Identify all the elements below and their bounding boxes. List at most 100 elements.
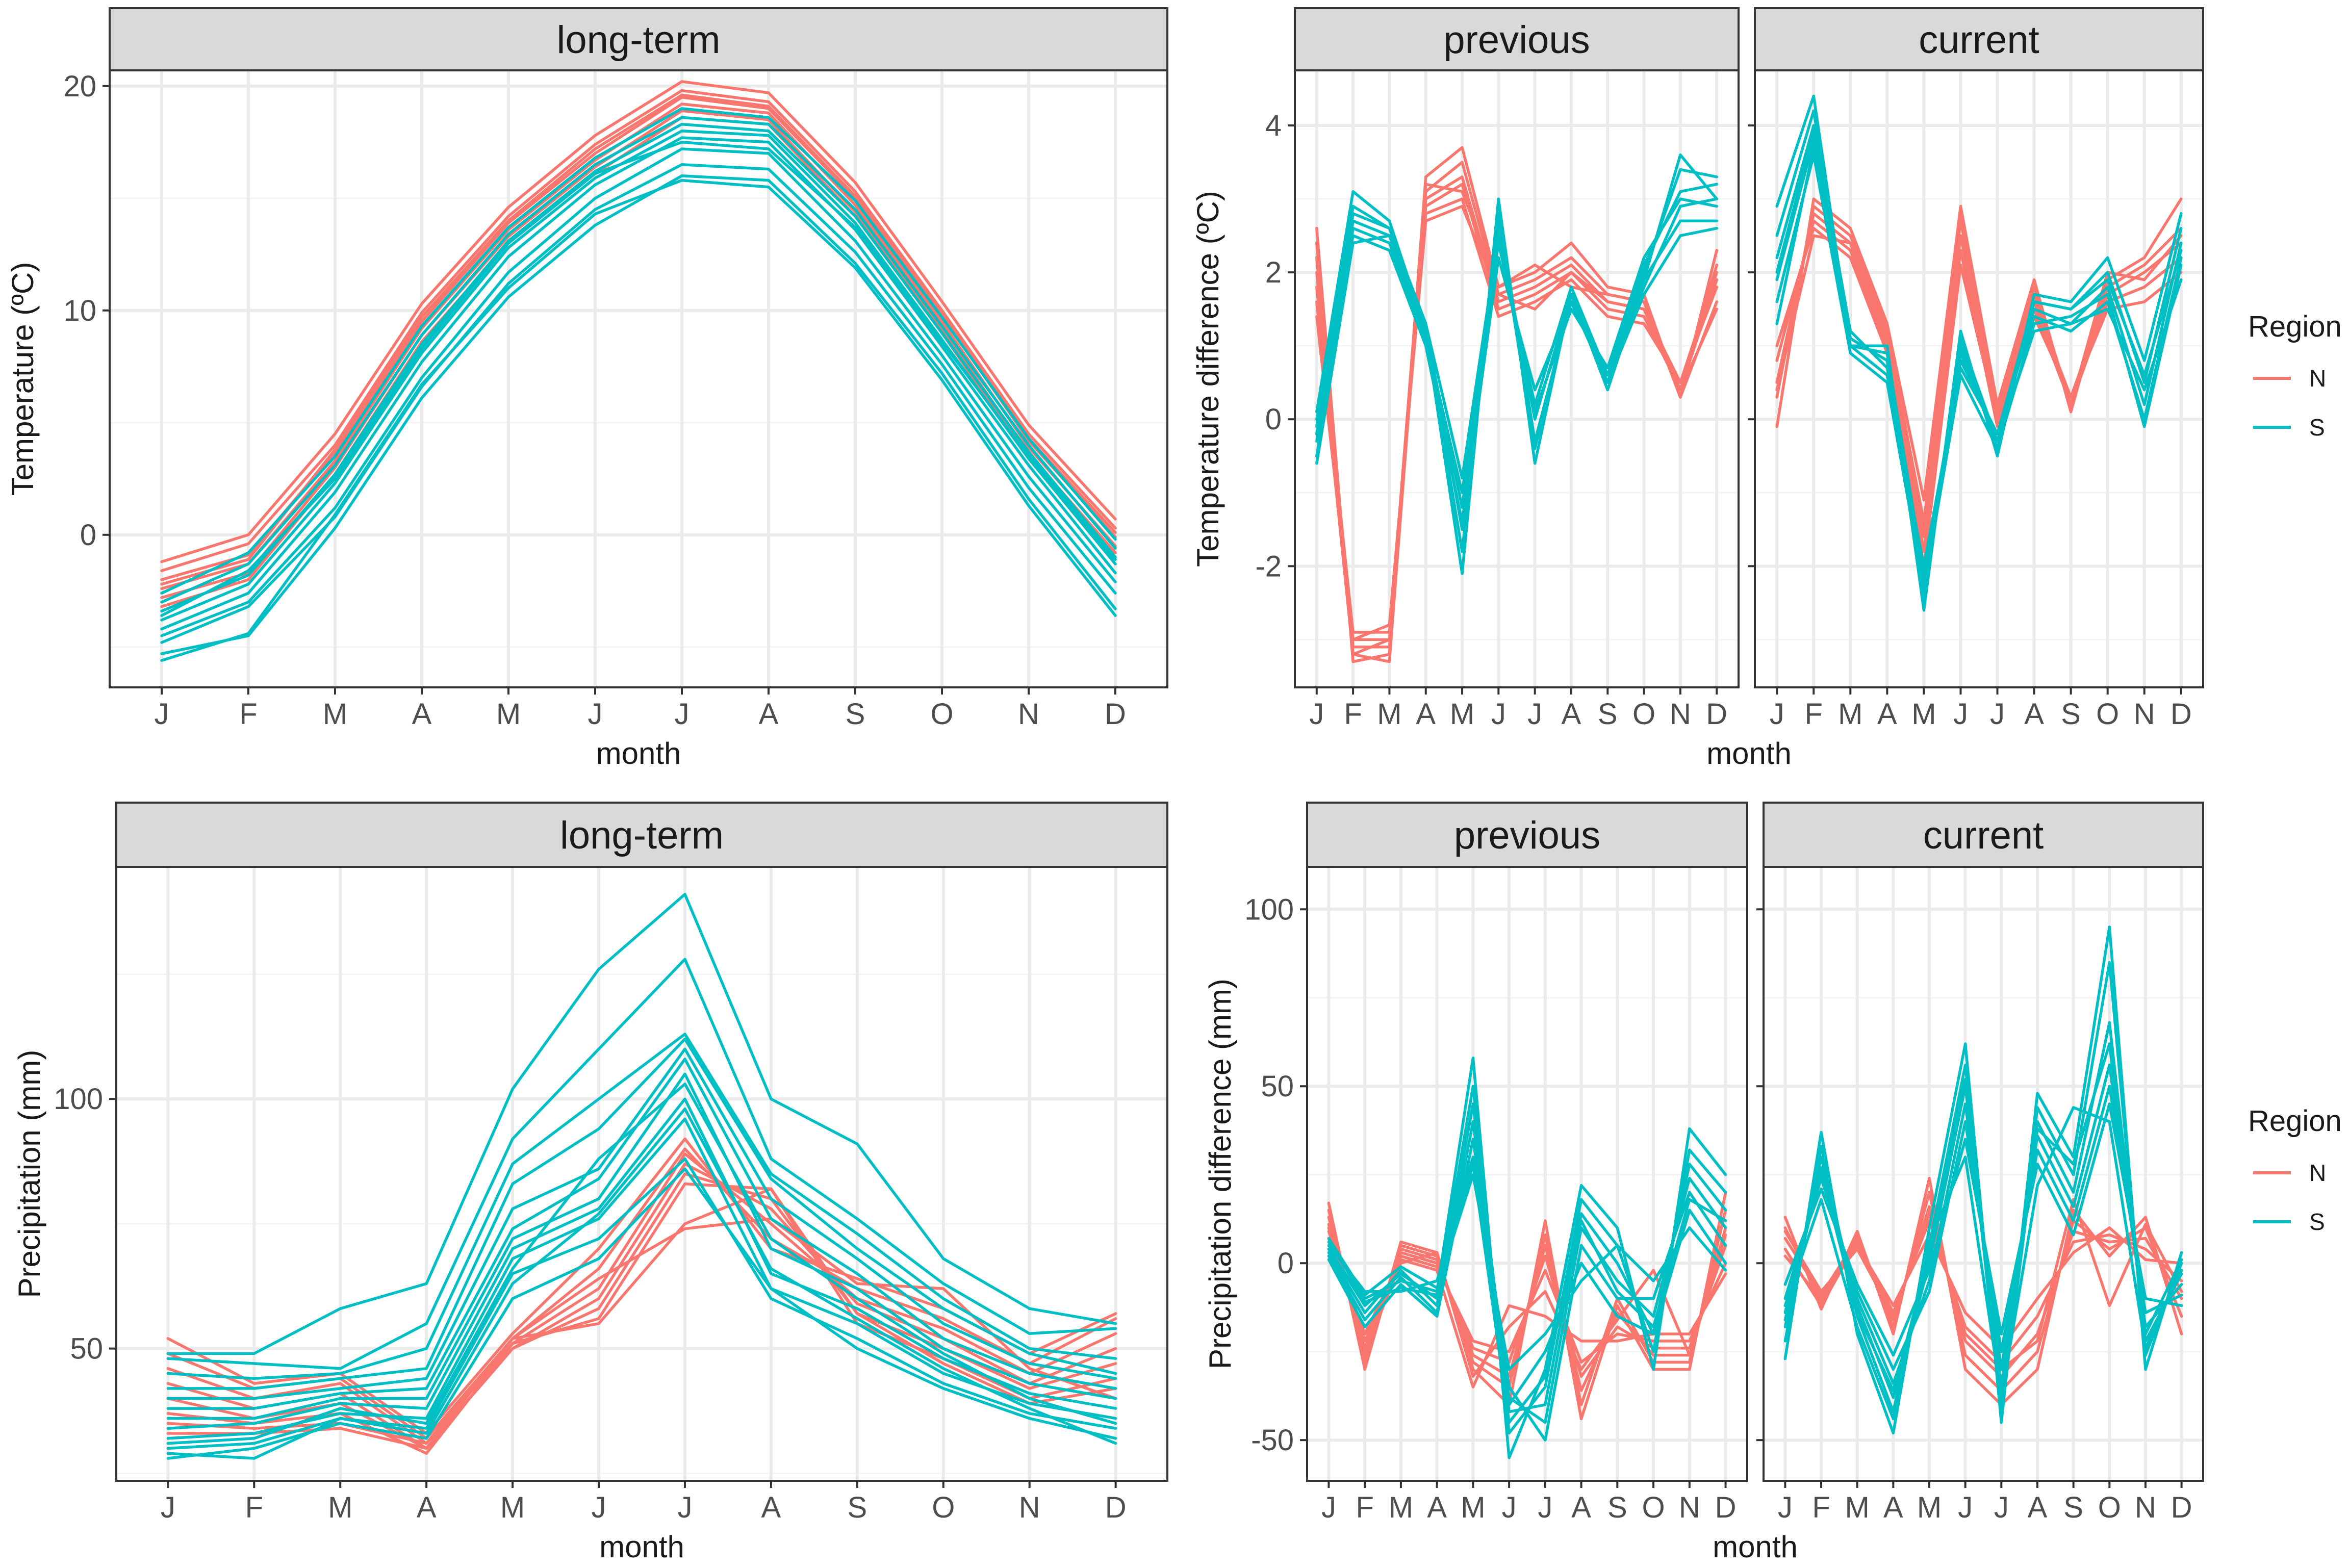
y-axis-title: Temperature (ºC) (6, 262, 40, 496)
series-line-n (166, 1217, 1117, 1450)
x-tick-label: A (2028, 1491, 2048, 1524)
y-tick-label: 50 (1261, 1070, 1294, 1103)
x-tick-label: M (496, 698, 521, 731)
x-tick-label: A (1883, 1491, 1903, 1524)
facet-strip-label: long-term (557, 18, 721, 62)
series-line-s (166, 1047, 1117, 1400)
legend-label: S (2309, 1209, 2325, 1235)
x-tick-label: F (239, 698, 257, 731)
x-tick-label: M (1917, 1491, 1942, 1524)
series-line-s (160, 174, 1117, 655)
x-tick-label: A (1427, 1491, 1447, 1524)
series-line-n (1783, 1205, 2183, 1378)
series-line-s (1315, 197, 1718, 480)
x-tick-label: A (1562, 698, 1581, 731)
series-line-n (1783, 1198, 2183, 1371)
x-tick-label: S (847, 1491, 867, 1524)
x-tick-label: F (1344, 698, 1362, 731)
series-line-s (160, 178, 1117, 662)
y-tick-label: 0 (80, 519, 96, 552)
x-tick-label: N (2135, 1491, 2156, 1524)
x-tick-label: N (2134, 698, 2155, 731)
x-tick-label: A (2024, 698, 2044, 731)
y-tick-label: 10 (63, 294, 96, 327)
x-tick-label: O (2096, 698, 2119, 731)
series-line-n (1315, 146, 1718, 663)
x-tick-label: M (1911, 698, 1936, 731)
panel-temp-longterm: long-term 0 10 20 J F M A M J J A S O N D Temperature (º… (6, 7, 1168, 731)
x-tick-label: J (161, 1491, 175, 1524)
series-line-n (1315, 197, 1718, 634)
facet-strip (1306, 802, 1748, 868)
series-line-s (166, 1097, 1117, 1430)
x-tick-label: M (1389, 1491, 1413, 1524)
series-line-s (166, 1157, 1117, 1450)
facet-strip (1754, 7, 2204, 71)
x-tick-label: D (1105, 1491, 1127, 1524)
x-tick-label: D (1105, 698, 1126, 731)
x-tick-label: D (2171, 1491, 2192, 1524)
y-axis-title: Precipitation difference (mm) (1203, 979, 1237, 1369)
y-tick-label: -2 (1255, 550, 1282, 583)
series-line-s (166, 1083, 1117, 1445)
y-tick-label: 4 (1265, 109, 1282, 142)
x-tick-label: M (1845, 1491, 1870, 1524)
x-tick-label: J (1491, 698, 1506, 731)
x-tick-label: O (1642, 1491, 1665, 1524)
legend: Region NS (2248, 1104, 2342, 1235)
x-tick-label: J (1538, 1491, 1552, 1524)
x-tick-label: N (1679, 1491, 1700, 1524)
x-tick-label: O (1632, 698, 1655, 731)
x-tick-label: D (1706, 698, 1727, 731)
x-tick-label: A (1877, 698, 1897, 731)
x-tick-label: J (677, 1491, 692, 1524)
x-tick-label: J (1778, 1491, 1793, 1524)
x-tick-label: D (1715, 1491, 1737, 1524)
x-tick-label: J (1770, 698, 1784, 731)
x-tick-label: F (1812, 1491, 1830, 1524)
plot-background (1755, 70, 2203, 687)
legend-title: Region (2248, 310, 2342, 343)
series-line-s (160, 141, 1117, 617)
facet-strip (1294, 7, 1740, 71)
x-tick-label: O (932, 1491, 955, 1524)
x-tick-label: F (1805, 698, 1823, 731)
x-tick-label: J (1502, 1491, 1517, 1524)
x-tick-label: M (1450, 698, 1474, 731)
x-tick-label: S (1598, 698, 1618, 731)
facet-strip (115, 802, 1168, 868)
series-line-s (1775, 131, 2183, 575)
y-axis-title: Precipitation (mm) (12, 1050, 46, 1298)
x-tick-label: J (1958, 1491, 1973, 1524)
y-tick-label: 20 (63, 70, 96, 103)
facet-strip-label: long-term (560, 814, 724, 857)
legend-label: S (2309, 414, 2325, 441)
y-tick-label: 0 (1265, 403, 1282, 436)
x-tick-label: M (1377, 698, 1401, 731)
panel-precip-longterm: long-term 50 100 J F M A M J J A S O N D Precipitation … (12, 802, 1168, 1524)
series-line-s (160, 107, 1117, 595)
series-line-s (166, 958, 1117, 1370)
series-group (1783, 926, 2183, 1435)
x-tick-label: J (675, 698, 690, 731)
series-line-s (166, 1058, 1117, 1410)
series-line-s (160, 147, 1117, 637)
series-line-n (1315, 183, 1718, 656)
series-line-s (166, 1033, 1117, 1380)
x-tick-label: F (1356, 1491, 1373, 1524)
y-tick-label: 2 (1265, 256, 1282, 289)
series-line-n (160, 109, 1117, 599)
plot-background (110, 70, 1167, 687)
x-tick-label: M (323, 698, 347, 731)
series-group (1327, 1056, 1727, 1459)
x-tick-label: J (592, 1491, 606, 1524)
x-tick-label: J (1994, 1491, 2009, 1524)
x-tick-label: J (588, 698, 603, 731)
x-tick-label: J (1321, 1491, 1336, 1524)
series-line-s (160, 136, 1117, 631)
x-axis-title: month (599, 1530, 684, 1564)
series-line-n (160, 93, 1117, 586)
